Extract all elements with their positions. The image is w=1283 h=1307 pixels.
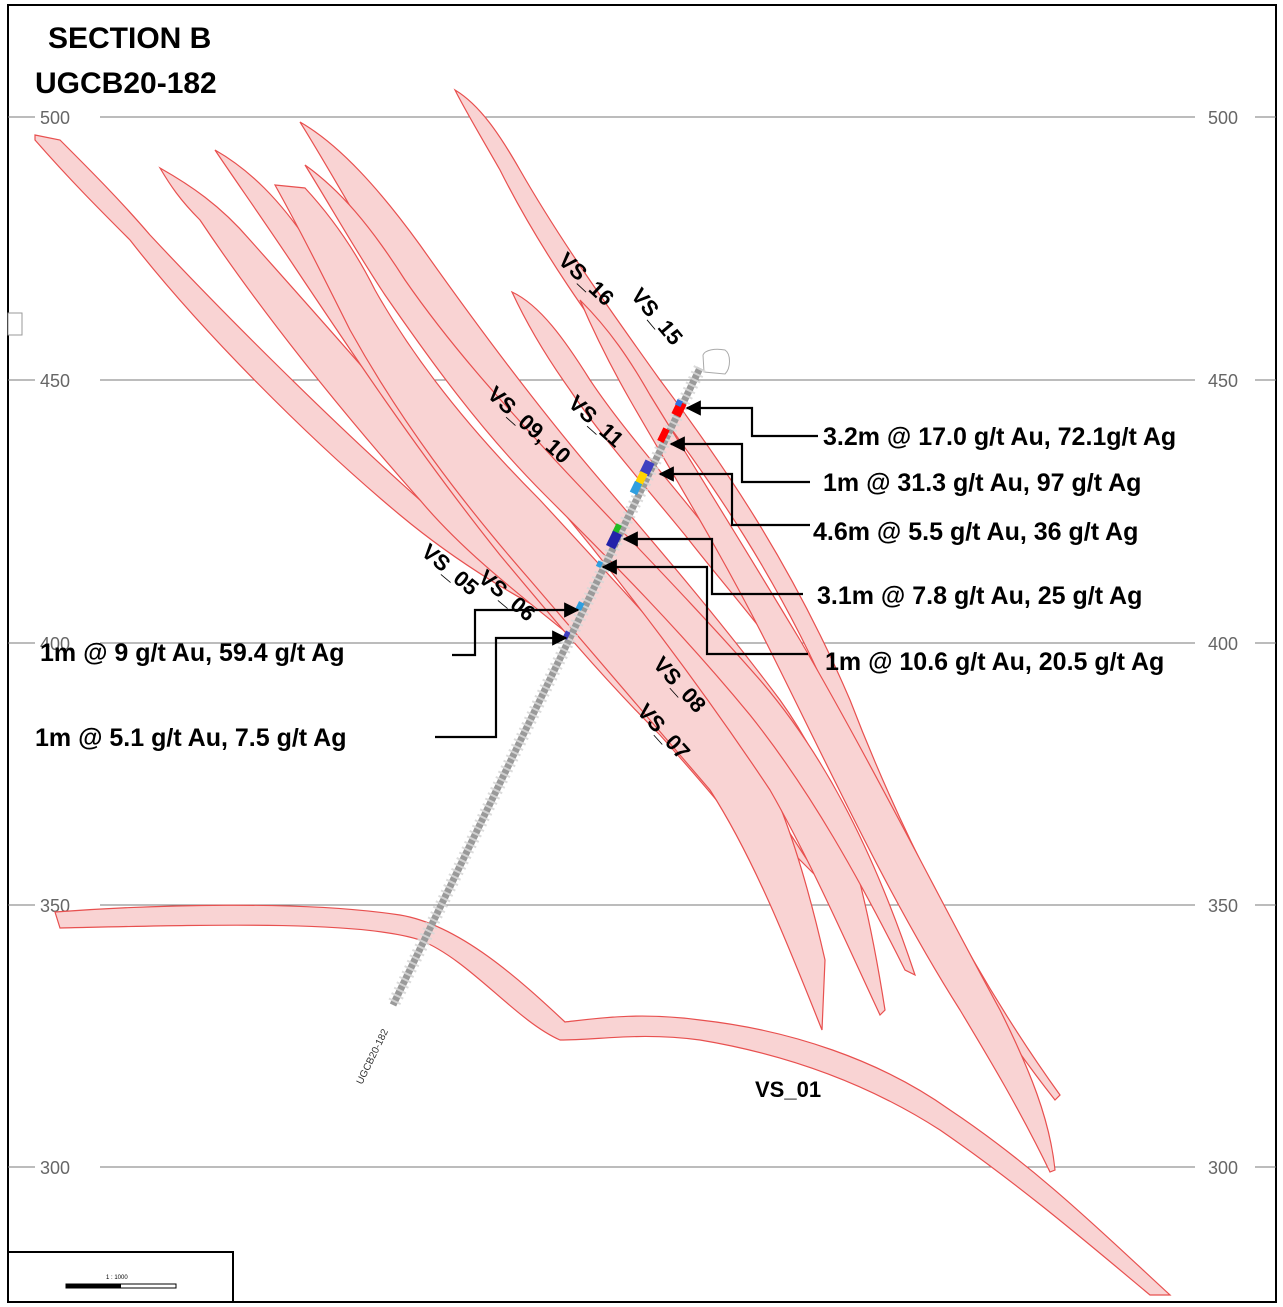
vein-vs-11 [304, 164, 917, 977]
leader-7 [435, 630, 568, 739]
vein-vs-01 [54, 904, 1172, 1296]
elev-label-left-500: 500 [40, 108, 70, 128]
leader-6 [452, 602, 580, 657]
elev-label-right-500: 500 [1208, 108, 1238, 128]
elev-label-right-300: 300 [1208, 1158, 1238, 1178]
intercept-leaders [435, 400, 818, 739]
assay-interval-red-1 [671, 400, 687, 418]
edge-marker [7, 312, 23, 336]
intercept-label-7: 1m @ 5.1 g/t Au, 7.5 g/t Ag [35, 724, 346, 752]
section-title: SECTION B [48, 22, 211, 55]
leader-3 [658, 466, 810, 527]
intercept-label-4: 3.1m @ 7.8 g/t Au, 25 g/t Ag [817, 582, 1142, 610]
intercept-label-6: 1m @ 9 g/t Au, 59.4 g/t Ag [40, 639, 345, 667]
assay-interval-red-2 [657, 427, 670, 444]
elev-label-right-350: 350 [1208, 896, 1238, 916]
vein-wireframes [34, 88, 1172, 1296]
collar-symbol [702, 348, 730, 375]
leader-2 [669, 436, 810, 484]
intercept-label-3: 4.6m @ 5.5 g/t Au, 36 g/t Ag [813, 518, 1138, 546]
intercept-label-2: 1m @ 31.3 g/t Au, 97 g/t Ag [823, 469, 1141, 497]
scale-box: 1 : 1000 [7, 1251, 234, 1303]
leader-4 [622, 531, 803, 596]
assay-interval-lightblue [629, 480, 643, 496]
intercept-label-1: 3.2m @ 17.0 g/t Au, 72.1g/t Ag [823, 423, 1176, 451]
assay-interval-blue-3 [595, 560, 604, 569]
assay-interval-blue-1 [674, 398, 684, 408]
assay-interval-blue-2 [639, 459, 655, 477]
leader-1 [685, 400, 818, 438]
vein-label-vs-15: VS_15 [626, 283, 688, 350]
elev-label-right-450: 450 [1208, 371, 1238, 391]
elev-label-left-450: 450 [40, 371, 70, 391]
scale-bar-fill [66, 1284, 121, 1288]
leader-5 [601, 559, 808, 656]
drillhole-ticks [387, 365, 706, 1008]
elev-label-right-400: 400 [1208, 634, 1238, 654]
elev-label-left-300: 300 [40, 1158, 70, 1178]
elevation-labels: 500 500 450 450 400 400 350 350 300 300 [40, 108, 1238, 1178]
vein-label-vs-01: VS_01 [755, 1077, 821, 1102]
intercept-label-5: 1m @ 10.6 g/t Au, 20.5 g/t Ag [825, 648, 1164, 676]
map-frame [7, 4, 1277, 1303]
elev-label-left-400: 400 [40, 634, 70, 654]
scale-frame [7, 1251, 234, 1303]
vein-vs-15 [579, 299, 1056, 1173]
drillhole-label: UGCB20-182 [355, 1027, 391, 1086]
assay-interval-navy [605, 530, 623, 550]
vein-vs-08 [273, 184, 826, 1031]
hole-title: UGCB20-182 [35, 67, 217, 100]
scale-text: 1 : 1000 [106, 1275, 128, 1281]
